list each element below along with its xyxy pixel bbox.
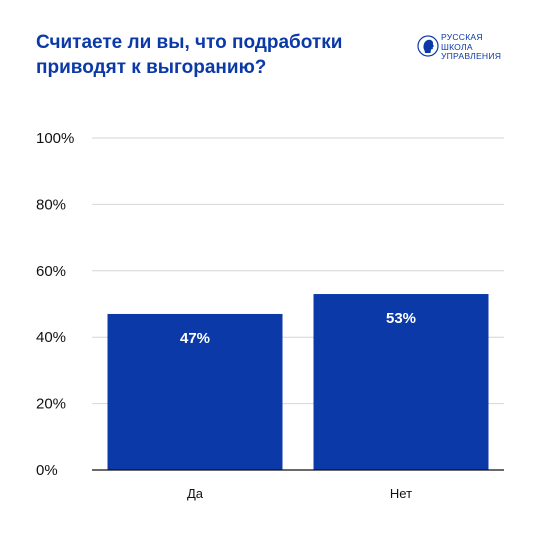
data-label: 53%: [386, 310, 416, 327]
y-tick-label: 80%: [36, 196, 66, 213]
x-category-label: Нет: [390, 486, 412, 501]
x-category-label: Да: [187, 486, 204, 501]
brand-logo-text: РУССКАЯ ШКОЛА УПРАВЛЕНИЯ: [441, 32, 502, 62]
chart-title: Считаете ли вы, что подработки приводят …: [36, 30, 366, 80]
y-tick-label: 100%: [36, 130, 74, 147]
y-tick-label: 40%: [36, 329, 66, 346]
chart-title-line-1: Считаете ли вы, что подработки: [36, 32, 343, 53]
bar: [107, 313, 283, 470]
y-tick-label: 20%: [36, 396, 66, 413]
data-label: 47%: [180, 330, 210, 347]
brand-logo: РУССКАЯ ШКОЛА УПРАВЛЕНИЯ: [417, 32, 517, 62]
chart-title-line-2: приводят к выгоранию?: [36, 57, 267, 78]
brand-logo-line-2: ШКОЛА: [441, 41, 473, 52]
brand-logo-line-1: РУССКАЯ: [441, 32, 483, 42]
profile-head-seal-icon: [417, 35, 439, 57]
brand-logo-line-3: УПРАВЛЕНИЯ: [441, 51, 502, 62]
y-tick-label: 60%: [36, 263, 66, 280]
y-tick-label: 0%: [36, 462, 58, 479]
bar: [313, 294, 489, 470]
